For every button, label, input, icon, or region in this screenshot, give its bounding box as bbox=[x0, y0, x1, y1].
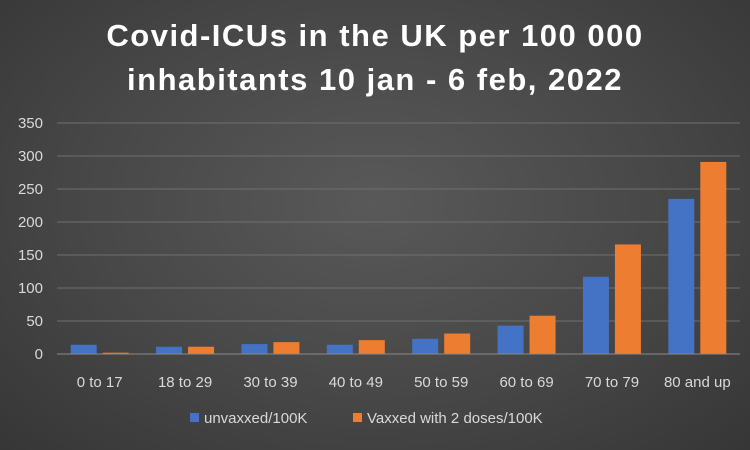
x-tick-label: 30 to 39 bbox=[243, 374, 297, 391]
chart-title-line-1: Covid-ICUs in the UK per 100 000 bbox=[106, 18, 644, 53]
y-tick-label: 50 bbox=[26, 313, 43, 330]
x-tick-label: 60 to 69 bbox=[499, 374, 553, 391]
x-tick-label: 18 to 29 bbox=[158, 374, 212, 391]
y-tick-label: 100 bbox=[18, 280, 43, 297]
y-tick-label: 250 bbox=[18, 181, 43, 198]
x-axis-ticks: 0 to 17 18 to 29 30 to 39 40 to 49 50 to 59 6… bbox=[57, 353, 740, 391]
legend-label-1: Vaxxed with 2 doses/100K bbox=[367, 410, 543, 427]
x-tick-label: 80 and up bbox=[664, 374, 731, 391]
bars bbox=[70, 161, 727, 354]
bar-unvaxxed-0 bbox=[70, 344, 97, 354]
y-tick-label: 300 bbox=[18, 148, 43, 165]
bar-unvaxxed-1 bbox=[156, 346, 183, 354]
chart-title: Covid-ICUs in the UK per 100 000 inhabit… bbox=[0, 14, 750, 102]
bar-unvaxxed-5 bbox=[497, 325, 524, 354]
bar-vaxxed-6 bbox=[614, 244, 641, 354]
chart-title-line-2: inhabitants 10 jan - 6 feb, 2022 bbox=[127, 62, 623, 97]
y-tick-label: 200 bbox=[18, 214, 43, 231]
bar-unvaxxed-6 bbox=[582, 276, 609, 354]
bar-vaxxed-7 bbox=[700, 161, 727, 354]
y-tick-label: 0 bbox=[35, 346, 43, 363]
bar-vaxxed-1 bbox=[188, 346, 215, 354]
bar-vaxxed-3 bbox=[358, 340, 385, 354]
bar-unvaxxed-2 bbox=[241, 344, 268, 354]
legend-swatch-0 bbox=[190, 413, 199, 422]
y-tick-label: 350 bbox=[18, 115, 43, 132]
legend-label-0: unvaxxed/100K bbox=[204, 410, 307, 427]
bar-vaxxed-4 bbox=[444, 333, 471, 354]
legend-swatch-1 bbox=[353, 413, 362, 422]
y-tick-label: 150 bbox=[18, 247, 43, 264]
bar-vaxxed-0 bbox=[102, 352, 129, 354]
bar-vaxxed-5 bbox=[529, 315, 556, 354]
x-tick-label: 0 to 17 bbox=[77, 374, 123, 391]
bar-vaxxed-2 bbox=[273, 342, 300, 354]
bar-unvaxxed-7 bbox=[668, 198, 695, 354]
legend: unvaxxed/100K Vaxxed with 2 doses/100K bbox=[190, 410, 543, 427]
x-tick-label: 50 to 59 bbox=[414, 374, 468, 391]
x-tick-label: 70 to 79 bbox=[585, 374, 639, 391]
bar-unvaxxed-3 bbox=[326, 344, 353, 354]
y-axis-ticks: 0 50 100 150 200 250 300 350 bbox=[18, 115, 43, 363]
bar-unvaxxed-4 bbox=[412, 338, 439, 354]
x-tick-label: 40 to 49 bbox=[329, 374, 383, 391]
